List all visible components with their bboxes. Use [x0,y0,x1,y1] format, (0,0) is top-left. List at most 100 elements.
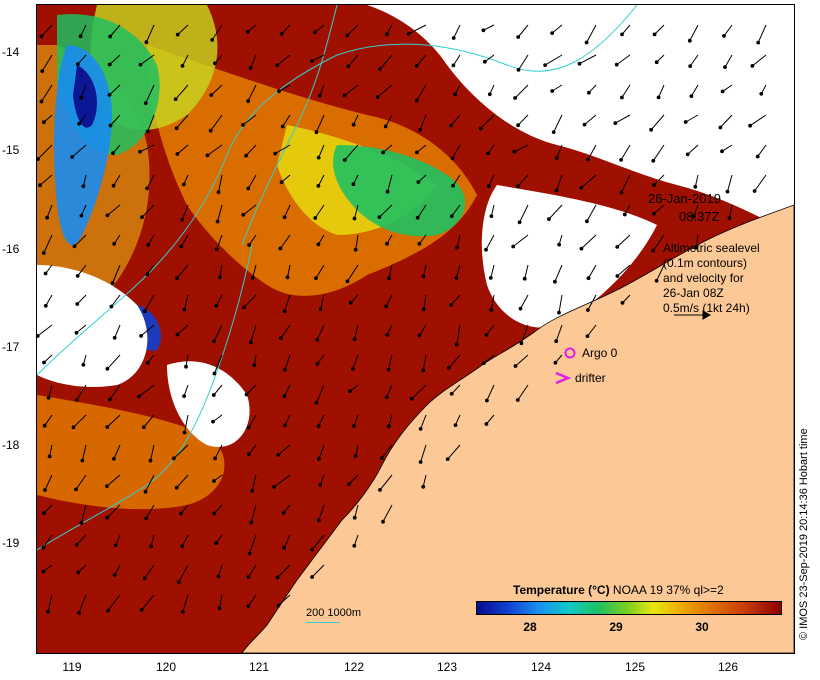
velocity-arrow-head [317,457,321,461]
velocity-arrow [143,414,155,428]
velocity-arrow-head [654,278,659,283]
velocity-arrow [242,204,257,216]
velocity-arrow [408,24,427,35]
velocity-arrow-head [409,396,414,401]
velocity-arrow [752,54,767,67]
velocity-arrow [456,324,461,345]
velocity-arrow [689,54,699,67]
velocity-arrow [106,474,121,487]
legend-line-1: Altimetric sealevel [663,241,760,255]
velocity-arrow-head [516,184,520,189]
velocity-arrow-head [112,573,117,577]
velocity-arrow-head [688,64,693,68]
velocity-arrow-head [620,301,625,305]
velocity-arrow-head [557,310,561,315]
velocity-arrow-head [77,611,81,615]
velocity-arrow-head [210,38,215,42]
velocity-arrow [245,144,257,156]
velocity-arrow [109,24,121,37]
velocity-arrow [45,294,53,307]
velocity-arrow [416,84,427,101]
velocity-arrow-head [242,305,247,310]
colorbar-title-rest: NOAA 19 37% ql>=2 [609,583,724,597]
velocity-arrow-head [579,246,584,251]
velocity-arrow-head [652,32,657,37]
velocity-arrow [316,384,325,403]
velocity-arrow-head [414,64,419,68]
velocity-arrow-head [283,423,287,428]
velocity-arrow [423,294,427,310]
velocity-arrow-head [378,67,383,71]
velocity-arrow [251,474,257,492]
velocity-arrow [316,324,325,341]
velocity-arrow [352,354,359,369]
velocity-arrow-head [79,213,84,218]
velocity-arrow [181,534,189,547]
velocity-arrow [80,84,87,98]
velocity-arrow-head [246,604,251,608]
velocity-arrow-head [553,360,558,365]
lon-tick-label: 125 [624,660,646,674]
velocity-arrow [556,144,563,159]
velocity-arrow [242,114,257,126]
velocity-arrow [315,114,325,133]
velocity-arrow [388,264,393,279]
velocity-arrow [579,54,597,65]
velocity-arrow-head [41,545,46,550]
velocity-arrow [74,234,87,247]
velocity-arrow-head [346,64,351,69]
velocity-arrow [448,354,461,369]
velocity-arrow-head [146,243,151,247]
velocity-arrows [37,24,767,615]
velocity-arrow-head [148,458,153,463]
velocity-arrow-head [614,62,619,67]
velocity-arrow-head [381,519,385,524]
velocity-arrow [280,324,291,339]
velocity-arrow-head [577,61,582,66]
velocity-arrow-head [649,127,653,132]
velocity-arrow-head [314,400,319,405]
velocity-arrow-head [81,184,86,189]
velocity-arrow-head [184,364,188,369]
velocity-arrow-head [75,62,80,67]
velocity-arrow [311,564,325,578]
velocity-arrow-head [79,95,84,100]
velocity-arrow-head [143,489,148,494]
velocity-arrow [49,444,53,457]
velocity-arrow [486,414,495,425]
sst-warm-region-south [37,395,225,510]
velocity-arrow-head [276,453,281,457]
velocity-arrow-head [175,32,180,37]
velocity-arrow-head [142,309,147,314]
velocity-arrow-head [418,427,423,431]
velocity-arrow [281,24,291,35]
velocity-arrow-head [547,217,551,222]
velocity-arrow-head [511,244,516,249]
velocity-arrow [382,144,393,153]
sst-cold-region [54,45,112,245]
velocity-arrow-head [512,149,517,154]
velocity-arrow [214,444,223,459]
velocity-arrow-head [142,576,147,581]
velocity-arrow-head [489,214,494,219]
velocity-arrow-head [75,302,80,306]
velocity-arrow [379,54,393,70]
velocity-arrow-head [725,189,730,194]
velocity-arrow-head [110,281,115,285]
legend-line-3: and velocity for [663,271,744,285]
velocity-arrow [615,114,631,124]
velocity-arrow [727,174,733,192]
velocity-arrow [517,24,529,38]
velocity-arrow-head [748,123,752,128]
velocity-arrow-head [352,424,356,428]
velocity-arrow-head [351,182,356,187]
velocity-arrow-head [622,212,627,217]
velocity-arrow-head [316,155,321,160]
velocity-arrow [41,54,53,72]
velocity-arrow-head [140,215,144,220]
velocity-arrow-head [215,219,220,224]
velocity-arrow-head [513,364,518,368]
velocity-arrow-head [75,274,80,278]
velocity-arrow-head [250,275,255,280]
velocity-arrow [447,444,461,460]
